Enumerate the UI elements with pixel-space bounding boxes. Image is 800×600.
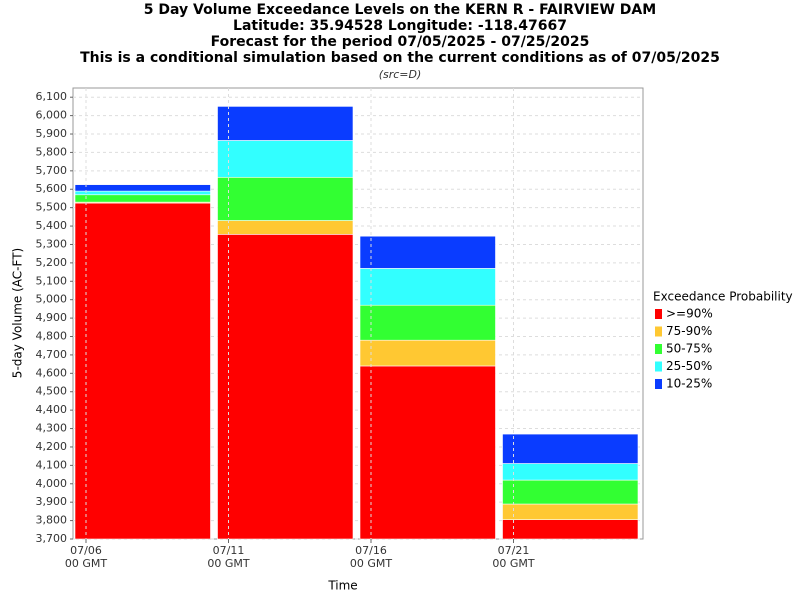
x-tick-label: 07/16 [355, 544, 387, 557]
legend-label: 75-90% [666, 324, 712, 338]
chart-title: This is a conditional simulation based o… [80, 50, 720, 66]
legend-label: 25-50% [666, 359, 712, 373]
y-tick-label: 4,500 [36, 385, 68, 398]
y-tick-label: 3,700 [36, 532, 68, 545]
bar-segment [502, 433, 639, 464]
bar-segment [502, 463, 639, 481]
bar-segment [502, 519, 639, 540]
y-tick-label: 5,700 [36, 164, 68, 177]
y-tick-label: 5,000 [36, 293, 68, 306]
x-tick-label: 07/06 [70, 544, 102, 557]
x-tick-sublabel: 00 GMT [207, 557, 250, 570]
y-tick-label: 4,400 [36, 403, 68, 416]
bar-segment [359, 304, 496, 341]
y-tick-label: 5,200 [36, 256, 68, 269]
bar-segment [359, 365, 496, 540]
legend-label: 50-75% [666, 342, 712, 356]
bar-segment [217, 234, 354, 540]
y-tick-label: 4,900 [36, 311, 68, 324]
y-tick-label: 3,800 [36, 514, 68, 527]
bar-segment [502, 479, 639, 505]
bar-segment [217, 106, 354, 141]
y-tick-label: 5,900 [36, 127, 68, 140]
y-axis-label: 5-day Volume (AC-FT) [11, 248, 25, 378]
x-tick-sublabel: 00 GMT [350, 557, 393, 570]
y-tick-label: 5,600 [36, 182, 68, 195]
y-tick-label: 4,800 [36, 330, 68, 343]
y-tick-label: 6,100 [36, 90, 68, 103]
bar-segment [359, 235, 496, 269]
y-tick-label: 4,600 [36, 366, 68, 379]
bar-segment [502, 503, 639, 520]
y-tick-label: 4,200 [36, 440, 68, 453]
bar-segment [74, 184, 211, 192]
chart-title: Latitude: 35.94528 Longitude: -118.47667 [233, 18, 567, 34]
y-tick-label: 5,500 [36, 201, 68, 214]
bar-segment [217, 176, 354, 221]
bar-segment [74, 190, 211, 196]
y-tick-label: 4,300 [36, 422, 68, 435]
legend-swatch [655, 344, 662, 354]
y-tick-label: 3,900 [36, 495, 68, 508]
y-tick-label: 5,400 [36, 219, 68, 232]
x-tick-sublabel: 00 GMT [492, 557, 535, 570]
y-tick-label: 5,300 [36, 237, 68, 250]
chart-title: 5 Day Volume Exceedance Levels on the KE… [144, 2, 656, 18]
y-tick-label: 4,700 [36, 348, 68, 361]
legend-swatch [655, 326, 662, 337]
x-tick-sublabel: 00 GMT [65, 557, 108, 570]
bar-segment [359, 268, 496, 306]
legend-title: Exceedance Probability [653, 290, 793, 304]
bar-segment [359, 339, 496, 367]
bar-segment [217, 220, 354, 235]
bar-segment [74, 194, 211, 203]
legend-swatch [655, 379, 662, 389]
chart-subtitle: (src=D) [379, 68, 422, 81]
legend-swatch [655, 361, 662, 372]
x-tick-label: 07/11 [213, 544, 245, 557]
legend-swatch [655, 309, 662, 319]
y-tick-label: 6,000 [36, 109, 68, 122]
y-tick-label: 4,000 [36, 477, 68, 490]
chart-title: Forecast for the period 07/05/2025 - 07/… [211, 34, 590, 50]
legend-label: >=90% [666, 307, 713, 321]
bar-segment [74, 202, 211, 540]
bar-segment [217, 140, 354, 178]
legend-label: 10-25% [666, 377, 712, 391]
y-tick-label: 5,100 [36, 274, 68, 287]
y-tick-label: 4,100 [36, 458, 68, 471]
x-axis-label: Time [327, 579, 357, 593]
x-tick-label: 07/21 [498, 544, 530, 557]
y-tick-label: 5,800 [36, 145, 68, 158]
